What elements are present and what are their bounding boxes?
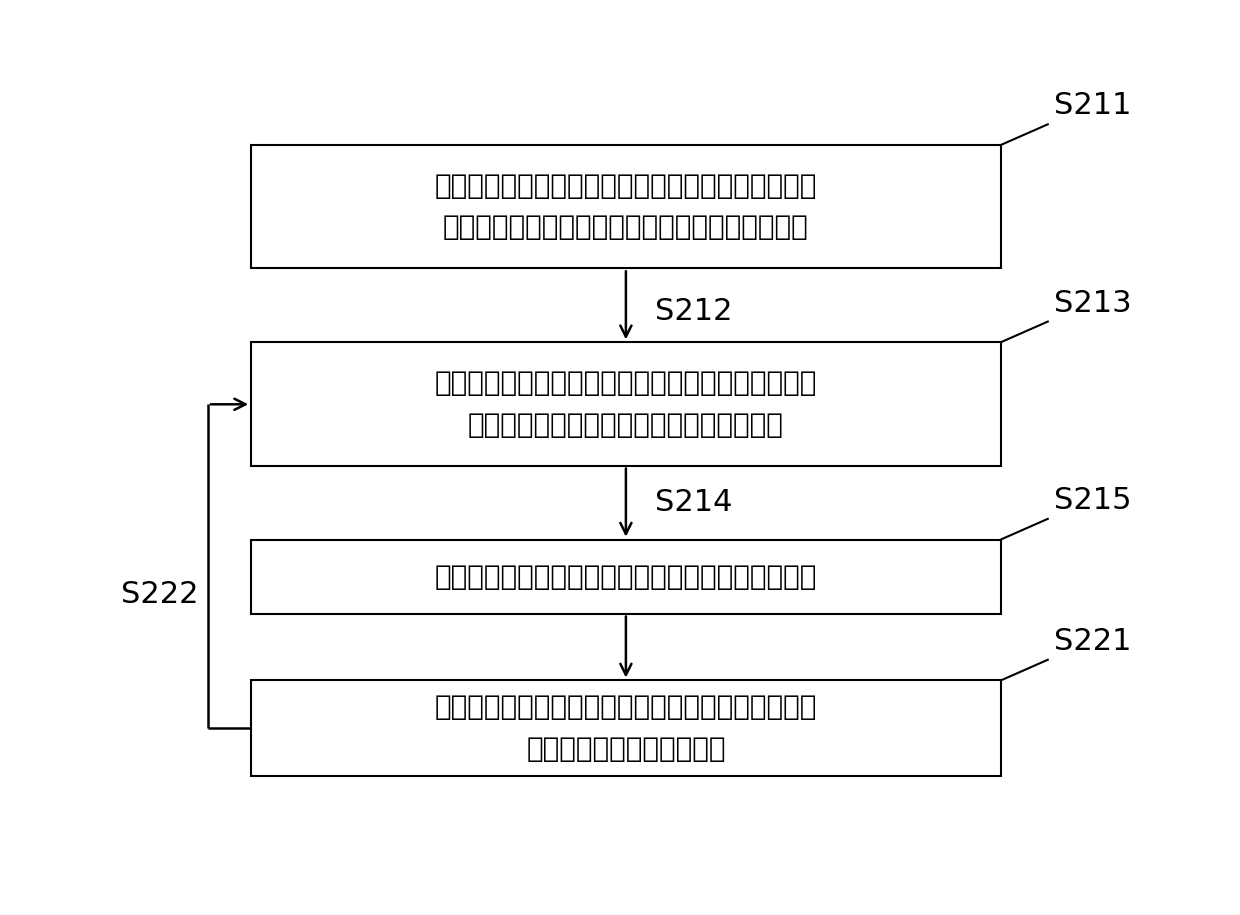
Text: 集成视觉系统以及智能传感设备获取光学纤维丝的排
板位置信息和排板状态参数: 集成视觉系统以及智能传感设备获取光学纤维丝的排 板位置信息和排板状态参数 bbox=[435, 694, 817, 762]
Text: 伺服机械手按照排板操作方案对光学纤维丝进行排板: 伺服机械手按照排板操作方案对光学纤维丝进行排板 bbox=[435, 563, 817, 590]
Text: S211: S211 bbox=[1054, 92, 1131, 121]
Text: 集成视觉系统以及智能传感设备扫描检测，获得光学
纤维丝的状态信息以及对应的排板模具的状态信息: 集成视觉系统以及智能传感设备扫描检测，获得光学 纤维丝的状态信息以及对应的排板模… bbox=[435, 172, 817, 242]
Text: S215: S215 bbox=[1054, 486, 1131, 515]
Text: S222: S222 bbox=[120, 580, 198, 609]
Bar bbox=[250, 540, 1001, 614]
Text: S213: S213 bbox=[1054, 288, 1131, 318]
Bar bbox=[250, 681, 1001, 776]
Text: S212: S212 bbox=[655, 296, 732, 326]
Bar bbox=[250, 145, 1001, 268]
Bar bbox=[250, 342, 1001, 466]
Text: 智能排板控制装置根据光学纤维丝的状态信息和排板
模具的状态信息，确定对应的排板操作方案: 智能排板控制装置根据光学纤维丝的状态信息和排板 模具的状态信息，确定对应的排板操… bbox=[435, 370, 817, 438]
Text: S221: S221 bbox=[1054, 627, 1131, 656]
Text: S214: S214 bbox=[655, 488, 732, 517]
